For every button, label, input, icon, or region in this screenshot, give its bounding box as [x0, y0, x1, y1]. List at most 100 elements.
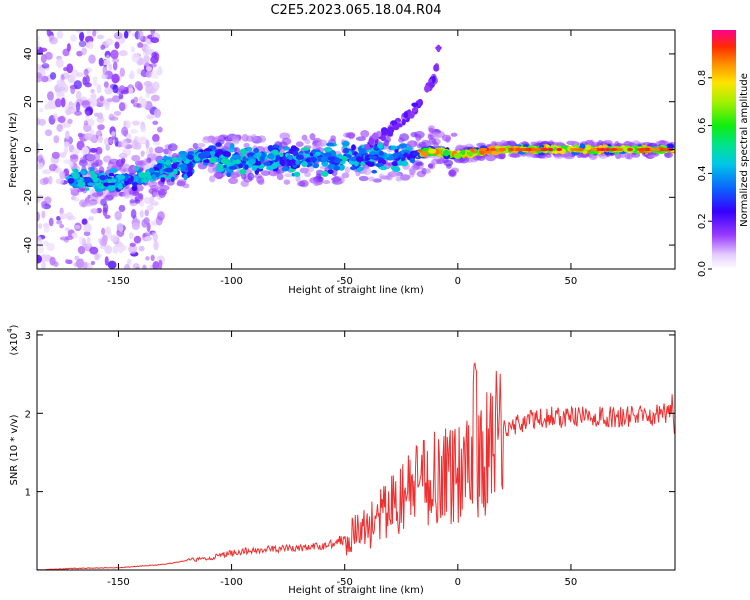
spectrogram-cell	[56, 91, 65, 97]
spectrogram-cell	[228, 165, 238, 170]
spectrogram-cell	[281, 166, 289, 172]
x-tick-label: -150	[107, 577, 130, 588]
spectrogram-cell	[172, 168, 178, 175]
spectrogram-cell	[134, 165, 140, 171]
spectrogram-cell	[290, 159, 296, 163]
spectrogram-cell	[445, 136, 451, 143]
spectrogram-cell	[75, 30, 83, 33]
spectrogram-cell	[626, 152, 633, 160]
spectrogram-cell	[323, 147, 333, 152]
spectrogram-cell	[83, 222, 92, 233]
spectrogram-cell	[152, 261, 160, 269]
spectrogram-cell	[142, 59, 150, 67]
spectrogram-cell	[140, 124, 147, 133]
spectrogram-cell	[343, 147, 350, 154]
spectrogram-cell	[129, 177, 134, 183]
spectrogram-cell	[120, 175, 125, 180]
spectrogram-cell	[54, 167, 63, 174]
spectrogram-cell	[120, 89, 130, 95]
spectrogram-cell	[131, 139, 138, 150]
y-tick-label: 20	[23, 95, 34, 108]
spectrogram-cell	[96, 84, 102, 94]
spectrogram-cell	[69, 187, 79, 192]
spectrogram-cell	[369, 151, 377, 156]
spectrogram-cell	[443, 159, 454, 167]
spectrogram-cell	[56, 220, 63, 225]
spectrogram-cell	[455, 144, 464, 150]
spectrogram-cell	[279, 132, 291, 140]
spectrogram-cell	[356, 167, 362, 173]
spectrogram-cell	[253, 147, 260, 154]
snr-x-ticks: -150 -100 -50 0 50	[107, 331, 577, 588]
spectrogram-cell	[384, 136, 391, 143]
spectrogram-cell	[49, 36, 58, 45]
spectrogram-cell	[37, 40, 41, 50]
x-tick-label: -50	[337, 577, 353, 588]
spectrogram-cell	[226, 162, 235, 166]
spectrogram-cell	[316, 142, 324, 147]
spectrogram-cell	[95, 131, 102, 136]
spectrogram-cell	[126, 258, 132, 266]
spectrogram-cell	[83, 68, 89, 77]
spectrogram-cell	[295, 175, 301, 182]
spectrogram-cell	[91, 192, 103, 198]
spectrogram-cell	[160, 177, 166, 183]
spectrogram-cell	[257, 179, 265, 186]
spectrogram-cell	[215, 142, 222, 147]
spectrogram-cell	[153, 240, 159, 251]
figure-title: C2E5.2023.065.18.04.R04	[270, 3, 441, 18]
spectrogram-cell	[327, 156, 336, 161]
spectrogram-cell	[391, 160, 399, 167]
spectrogram-cell	[81, 146, 90, 156]
spectrogram-cell	[39, 47, 48, 53]
spectrogram-cell	[248, 159, 256, 165]
spectrogram-cell	[406, 140, 418, 148]
spectrogram-cell	[181, 155, 187, 162]
spectrogram-cell	[577, 147, 584, 152]
spectrogram-cell	[83, 201, 94, 207]
spectrogram-cell	[617, 147, 624, 152]
spectrogram-cell	[242, 156, 247, 162]
spectrogram-cell	[206, 162, 218, 168]
spectrogram-cell	[142, 264, 147, 269]
spectrogram-cell	[157, 126, 163, 133]
snr-y-label: SNR (10 * v/v)	[9, 414, 20, 485]
spectrogram-cell	[386, 156, 395, 161]
spectrogram-cell	[394, 172, 402, 179]
spectrogram-cell	[104, 214, 111, 219]
spectrogram-cell	[55, 178, 64, 185]
spectrogram-x-ticks: -150 -100 -50 0 50	[107, 30, 577, 287]
spectrogram-cell	[326, 142, 335, 147]
spectrogram-cell	[105, 144, 110, 151]
colorbar-tick-label: 0.4	[697, 165, 708, 181]
spectrogram-cell	[355, 156, 363, 162]
spectrogram-cell	[118, 152, 128, 159]
spectrogram-cell	[341, 140, 350, 147]
spectrogram-cell	[610, 147, 617, 152]
spectrogram-cell	[330, 177, 342, 182]
spectrogram-cell	[72, 174, 79, 179]
colorbar-gradient	[712, 30, 736, 269]
spectrogram-cell	[137, 178, 142, 185]
spectrogram-cell	[599, 147, 606, 152]
spectrogram-cell	[37, 211, 40, 222]
spectrogram-cell	[203, 135, 211, 141]
spectrogram-cell	[85, 110, 90, 117]
x-tick-label: -100	[220, 276, 243, 287]
y-tick-label: -40	[23, 237, 34, 253]
x-tick-label: 50	[565, 276, 578, 287]
spectrogram-cell	[187, 167, 193, 172]
spectrogram-cell	[639, 147, 646, 152]
spectrogram-cell	[146, 114, 155, 120]
spectrogram-cell	[431, 75, 436, 84]
spectrogram-cell	[87, 118, 95, 127]
spectrogram-cell	[375, 162, 384, 168]
snr-y-scale-label: (x104)	[6, 324, 20, 355]
spectrogram-cell	[145, 139, 150, 149]
spectrogram-cell	[97, 183, 103, 189]
spectrogram-cell	[172, 156, 178, 163]
snr-panel: -150 -100 -50 0 50 1 2 3 Height of straight li…	[6, 324, 676, 596]
spectrogram-cell	[78, 159, 88, 167]
spectrogram-cell	[70, 154, 79, 163]
spectrogram-cell	[392, 152, 399, 159]
